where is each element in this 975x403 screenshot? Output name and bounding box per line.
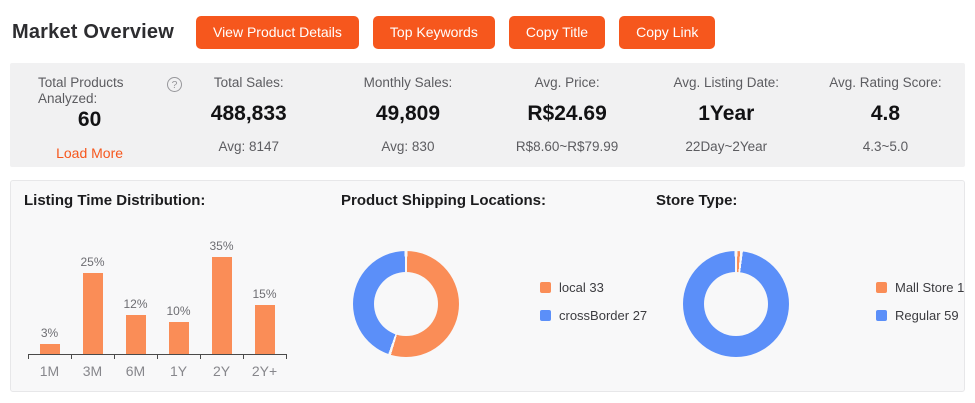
stat-label: Total Products Analyzed: <box>38 75 124 107</box>
stat-label: Avg. Rating Score: <box>829 75 942 90</box>
store-type-legend: Mall Store 1 Regular 59 <box>876 280 964 323</box>
axis-tick <box>28 354 29 359</box>
bar-chart: 3% 25% 12% 10% 35% 15% <box>28 238 287 359</box>
copy-link-button[interactable]: Copy Link <box>619 15 716 49</box>
bar-1M <box>39 344 60 354</box>
axis-tick <box>71 354 72 359</box>
stat-value: 4.8 <box>870 102 901 126</box>
page-title: Market Overview <box>12 20 174 43</box>
load-more-link[interactable]: Load More <box>56 145 124 162</box>
bar-chart-title: Listing Time Distribution: <box>24 192 206 209</box>
top-keywords-button[interactable]: Top Keywords <box>372 15 495 49</box>
bar-value-label: 15% <box>252 287 277 301</box>
stat-value: 60 <box>77 108 102 132</box>
legend-item-mall-store[interactable]: Mall Store 1 <box>876 280 964 295</box>
axis-tick <box>286 354 287 359</box>
stat-label: Avg. Listing Date: <box>673 75 780 90</box>
bar-value-label: 35% <box>209 239 234 253</box>
stat-total-products: Total Products Analyzed: ? 60 Load More <box>10 75 182 167</box>
bar-value-label: 3% <box>40 326 59 340</box>
bar-3M <box>82 273 103 354</box>
axis-tick <box>243 354 244 359</box>
stat-sub: Avg: 830 <box>381 139 435 155</box>
legend-swatch <box>540 310 551 321</box>
store-type-donut-chart <box>683 251 789 357</box>
stat-label: Monthly Sales: <box>363 75 453 90</box>
bar-6M <box>125 315 146 354</box>
donut-hole <box>704 272 768 336</box>
x-axis-label-2Y+: 2Y+ <box>251 363 278 379</box>
stat-value: 488,833 <box>210 102 287 126</box>
stat-sub: 22Day~2Year <box>685 139 768 155</box>
bar-2Y+ <box>254 305 275 354</box>
stat-sub: R$8.60~R$79.99 <box>515 139 619 155</box>
x-axis-label-2Y: 2Y <box>212 363 231 379</box>
bar-1Y <box>168 322 189 354</box>
stat-value: 49,809 <box>375 102 441 126</box>
bar-group-1M: 3% <box>28 238 71 354</box>
stat-total-sales: Total Sales: 488,833 Avg: 8147 <box>169 75 328 167</box>
legend-item-crossborder[interactable]: crossBorder 27 <box>540 308 647 323</box>
header: Market Overview View Product Details Top… <box>0 0 975 49</box>
donut-hole <box>374 272 438 336</box>
store-type-chart-title: Store Type: <box>656 192 738 209</box>
charts-panel: Listing Time Distribution: Product Shipp… <box>10 180 965 392</box>
x-axis-label-1Y: 1Y <box>169 363 188 379</box>
stat-sub: Avg: 8147 <box>218 139 280 155</box>
bar-group-2Y+: 15% <box>243 238 286 354</box>
legend-label: Mall Store 1 <box>895 280 965 295</box>
legend-item-regular[interactable]: Regular 59 <box>876 308 964 323</box>
bar-group-6M: 12% <box>114 238 157 354</box>
stats-bar: Total Products Analyzed: ? 60 Load More … <box>10 63 965 167</box>
bar-value-label: 25% <box>80 255 105 269</box>
legend-swatch <box>540 282 551 293</box>
axis-tick <box>114 354 115 359</box>
bar-group-3M: 25% <box>71 238 114 354</box>
bar-group-2Y: 35% <box>200 238 243 354</box>
stat-sub: 4.3~5.0 <box>862 139 909 155</box>
stat-label: Avg. Price: <box>534 75 600 90</box>
bar-2Y <box>211 257 232 354</box>
stat-monthly-sales: Monthly Sales: 49,809 Avg: 830 <box>328 75 487 167</box>
stat-label: Total Sales: <box>213 75 284 90</box>
stat-value: 1Year <box>698 102 755 126</box>
header-buttons: View Product Details Top Keywords Copy T… <box>195 15 716 49</box>
view-product-details-button[interactable]: View Product Details <box>195 15 359 49</box>
legend-swatch <box>876 310 887 321</box>
shipping-chart-title: Product Shipping Locations: <box>341 192 546 209</box>
stat-value: R$24.69 <box>527 102 607 126</box>
shipping-legend: local 33 crossBorder 27 <box>540 280 647 323</box>
legend-label: crossBorder 27 <box>559 308 648 323</box>
x-axis-label-1M: 1M <box>39 363 60 379</box>
x-axis-label-3M: 3M <box>82 363 103 379</box>
help-icon[interactable]: ? <box>167 77 182 92</box>
legend-item-local[interactable]: local 33 <box>540 280 647 295</box>
bar-group-1Y: 10% <box>157 238 200 354</box>
bar-chart-x-axis: 1M 3M 6M 1Y 2Y 2Y+ <box>28 363 286 379</box>
axis-tick <box>200 354 201 359</box>
x-axis-label-6M: 6M <box>125 363 146 379</box>
bar-value-label: 10% <box>166 304 191 318</box>
legend-label: Regular 59 <box>895 308 959 323</box>
stat-avg-price: Avg. Price: R$24.69 R$8.60~R$79.99 <box>488 75 647 167</box>
stat-avg-rating-score: Avg. Rating Score: 4.8 4.3~5.0 <box>806 75 965 167</box>
legend-swatch <box>876 282 887 293</box>
bar-value-label: 12% <box>123 297 148 311</box>
market-overview-page: Market Overview View Product Details Top… <box>0 0 975 392</box>
copy-title-button[interactable]: Copy Title <box>508 15 606 49</box>
legend-label: local 33 <box>559 280 604 295</box>
stat-avg-listing-date: Avg. Listing Date: 1Year 22Day~2Year <box>647 75 806 167</box>
axis-tick <box>157 354 158 359</box>
shipping-donut-chart <box>353 251 459 357</box>
